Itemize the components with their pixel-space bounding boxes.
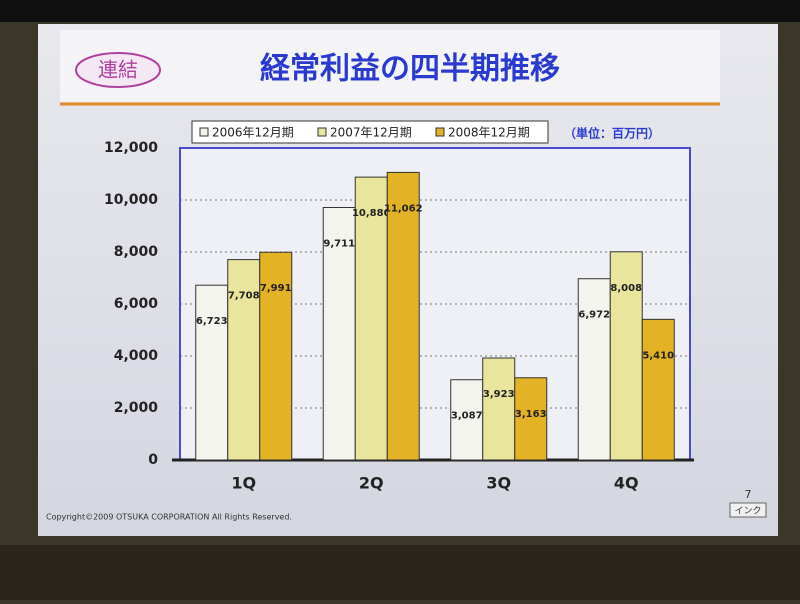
- value-label: 3,163: [515, 409, 547, 420]
- unit-note: （単位：百万円）: [564, 126, 660, 141]
- legend-label: 2006年12月期: [212, 126, 294, 140]
- value-label: 6,723: [196, 316, 228, 327]
- bar: [227, 259, 261, 461]
- value-label: 3,087: [451, 411, 483, 422]
- value-label: 6,972: [578, 310, 610, 321]
- legend: [191, 120, 549, 144]
- floor: [0, 545, 800, 600]
- chart-title: 経常利益の四半期推移: [260, 52, 560, 87]
- bar: [322, 207, 356, 461]
- legend-label: 2007年12月期: [330, 126, 412, 140]
- y-tick-label: 10,000: [104, 192, 158, 208]
- x-tick-label: 1Q: [231, 474, 256, 493]
- value-label: 3,923: [483, 389, 515, 400]
- x-tick-label: 2Q: [359, 474, 384, 493]
- value-label: 8,008: [610, 283, 642, 294]
- title-area: [60, 30, 720, 102]
- badge-frame: [75, 52, 161, 88]
- y-tick-label: 4,000: [114, 348, 159, 364]
- bar: [514, 377, 548, 461]
- y-tick-label: 12,000: [104, 140, 158, 156]
- bar: [259, 251, 293, 461]
- footer: Copyright©2009 OTSUKA CORPORATION All Ri…: [46, 513, 292, 522]
- corner-label: インク: [734, 506, 761, 517]
- legend-swatch: [435, 127, 445, 137]
- bar: [450, 379, 484, 461]
- value-label: 7,991: [260, 283, 292, 294]
- y-tick-label: 2,000: [114, 400, 159, 416]
- value-label: 11,062: [384, 203, 423, 214]
- corner-box: [729, 502, 767, 518]
- legend-swatch: [317, 127, 327, 137]
- screen-top: [0, 0, 800, 22]
- value-label: 9,711: [323, 239, 355, 250]
- page-number: 7: [745, 488, 752, 501]
- value-label: 5,410: [642, 350, 674, 361]
- y-tick-label: 8,000: [114, 244, 159, 260]
- value-label: 7,708: [228, 291, 260, 302]
- y-tick-label: 6,000: [114, 296, 159, 312]
- bar: [354, 176, 388, 461]
- x-tick-label: 4Q: [614, 474, 639, 493]
- bar: [386, 171, 420, 461]
- value-label: 10,880: [352, 208, 391, 219]
- x-tick-label: 3Q: [486, 474, 511, 493]
- legend-label: 2008年12月期: [448, 126, 530, 140]
- legend-swatch: [199, 127, 209, 137]
- y-tick-label: 0: [148, 452, 158, 468]
- bar: [609, 251, 643, 461]
- bar: [641, 318, 675, 461]
- bar: [577, 278, 611, 461]
- bar: [482, 357, 516, 461]
- badge: 連結: [98, 58, 138, 82]
- bar: [195, 284, 229, 461]
